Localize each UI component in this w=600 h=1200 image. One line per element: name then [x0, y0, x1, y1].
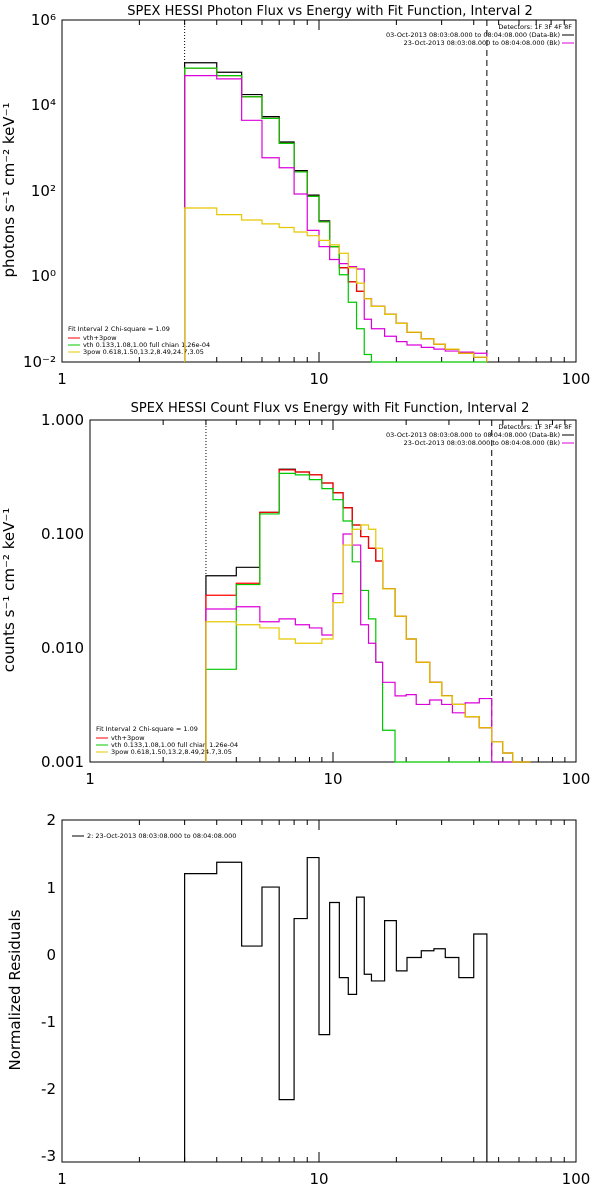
- chart-marks: [61, 20, 566, 1162]
- count-flux-y-tick-label: 0.100: [41, 525, 84, 543]
- photon-flux-y-tick-label: 10⁰: [31, 267, 56, 285]
- photon-flux-3pow-label: 3pow 0.618,1.50,13.2,8.49,24.7,3.05: [83, 348, 204, 356]
- photon-flux-panel: SPEX HESSI Photon Flux vs Energy with Fi…: [0, 4, 590, 388]
- photon-flux-vth-label: vth 0.133,1.08,1.00 full chian 1.26e-04: [83, 341, 210, 349]
- residuals-y-tick-label: -3: [41, 1147, 56, 1165]
- residuals-x-tick-label: 100: [562, 1170, 591, 1188]
- count-flux-vth-label: vth 0.133,1.08,1.00 full chian 1.26e-04: [111, 741, 238, 749]
- photon-flux-fit-label: vth+3pow: [83, 334, 117, 342]
- photon-flux-x-tick-label: 1: [57, 370, 67, 388]
- count-flux-y-tick-label: 1.000: [41, 411, 84, 429]
- count-flux-series-4: [205, 524, 531, 763]
- residuals-y-tick-label: 1: [46, 879, 56, 897]
- residuals-y-tick-label: -2: [41, 1080, 56, 1098]
- photon-flux-x-tick-label: 100: [562, 370, 591, 388]
- count-flux-detectors-label: Detectors: 1F 3F 4F 8F: [498, 423, 572, 431]
- count-flux-series-2: [205, 472, 531, 763]
- count-flux-plot-frame: [89, 419, 577, 763]
- residuals-y-tick-label: -1: [41, 1013, 56, 1031]
- count-flux-fit-info: Fit Interval 2 Chi-square = 1.09: [96, 725, 198, 733]
- count-flux-y-tick-label: 0.010: [41, 639, 84, 657]
- photon-flux-y-tick-label: 10⁴: [31, 96, 56, 114]
- count-flux-x-tick-label: 100: [562, 770, 591, 788]
- photon-flux-y-tick-label: 10⁶: [31, 11, 56, 29]
- count-flux-x-tick-label: 1: [85, 770, 95, 788]
- residuals-series-0: [184, 856, 488, 1162]
- photon-flux-y-tick-label: 10²: [31, 182, 56, 200]
- residuals-y-axis-label: Normalized Residuals: [6, 909, 24, 1070]
- photon-flux-detectors-label: Detectors: 1F 3F 4F 8F: [498, 23, 572, 31]
- residuals-y-tick-label: 0: [46, 946, 56, 964]
- photon-flux-fit-info: Fit Interval 2 Chi-square = 1.09: [68, 325, 170, 333]
- photon-flux-title: SPEX HESSI Photon Flux vs Energy with Fi…: [127, 4, 533, 19]
- count-flux-fit-label: vth+3pow: [111, 734, 145, 742]
- photon-flux-y-axis-label: photons s⁻¹ cm⁻² keV⁻¹: [0, 103, 18, 278]
- count-flux-bk-interval-label: 23-Oct-2013 08:03:08.000 to 08:04:08.000…: [404, 439, 560, 447]
- count-flux-x-tick-label: 10: [323, 770, 342, 788]
- photon-flux-series-4: [184, 207, 488, 362]
- residuals-panel: Normalized Residuals 1 10 100 -3 -2 -1 0…: [6, 811, 590, 1188]
- photon-flux-series-0: [184, 62, 488, 362]
- count-flux-y-tick-label: 0.001: [41, 753, 84, 771]
- count-flux-panel: SPEX HESSI Count Flux vs Energy with Fit…: [0, 401, 590, 788]
- photon-flux-x-tick-label: 10: [309, 370, 328, 388]
- photon-flux-series-3: [184, 75, 488, 362]
- residuals-x-tick-label: 1: [57, 1170, 67, 1188]
- photon-flux-plot-frame: [61, 19, 577, 363]
- count-flux-title: SPEX HESSI Count Flux vs Energy with Fit…: [131, 401, 530, 416]
- residuals-x-tick-label: 10: [309, 1170, 328, 1188]
- count-flux-3pow-label: 3pow 0.618,1.50,13.2,8.49,24.7,3.05: [111, 748, 232, 756]
- count-flux-y-axis-label: counts s⁻¹ cm⁻² keV⁻¹: [0, 508, 18, 673]
- photon-flux-data-interval-label: 03-Oct-2013 08:03:08.000 to 08:04:08.000…: [386, 31, 560, 39]
- residuals-y-tick-label: 2: [46, 811, 56, 829]
- residuals-legend-label: 2: 23-Oct-2013 08:03:08.000 to 08:04:08.…: [87, 832, 236, 840]
- count-flux-data-interval-label: 03-Oct-2013 08:03:08.000 to 08:04:08.000…: [386, 431, 560, 439]
- photon-flux-y-tick-label: 10⁻²: [23, 353, 56, 371]
- photon-flux-bk-interval-label: 23-Oct-2013 08:03:08.000 to 08:04:08.000…: [404, 39, 560, 47]
